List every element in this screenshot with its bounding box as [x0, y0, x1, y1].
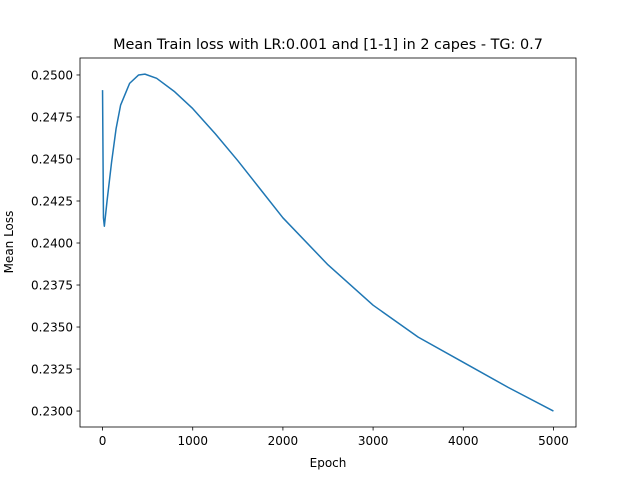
- chart-title: Mean Train loss with LR:0.001 and [1-1] …: [113, 37, 543, 53]
- y-tick-label: 0.2375: [31, 279, 73, 293]
- y-tick-label: 0.2325: [31, 363, 73, 377]
- y-tick-label: 0.2350: [31, 321, 73, 335]
- y-tick-label: 0.2425: [31, 194, 73, 208]
- line-series: [101, 73, 554, 412]
- x-tick-label: 3000: [358, 434, 389, 448]
- x-tick-label: 0: [99, 434, 107, 448]
- y-axis-label: Mean Loss: [2, 211, 16, 274]
- y-tick-label: 0.2300: [31, 405, 73, 419]
- y-tick-label: 0.2500: [31, 68, 73, 82]
- x-tick-label: 5000: [538, 434, 569, 448]
- x-tick-label: 1000: [177, 434, 208, 448]
- x-tick-label: 2000: [268, 434, 299, 448]
- y-tick-label: 0.2475: [31, 110, 73, 124]
- x-axis-label: Epoch: [310, 456, 347, 470]
- y-tick-label: 0.2450: [31, 152, 73, 166]
- y-tick-label: 0.2400: [31, 237, 73, 251]
- x-tick-label: 4000: [448, 434, 479, 448]
- plot-frame: [79, 57, 577, 428]
